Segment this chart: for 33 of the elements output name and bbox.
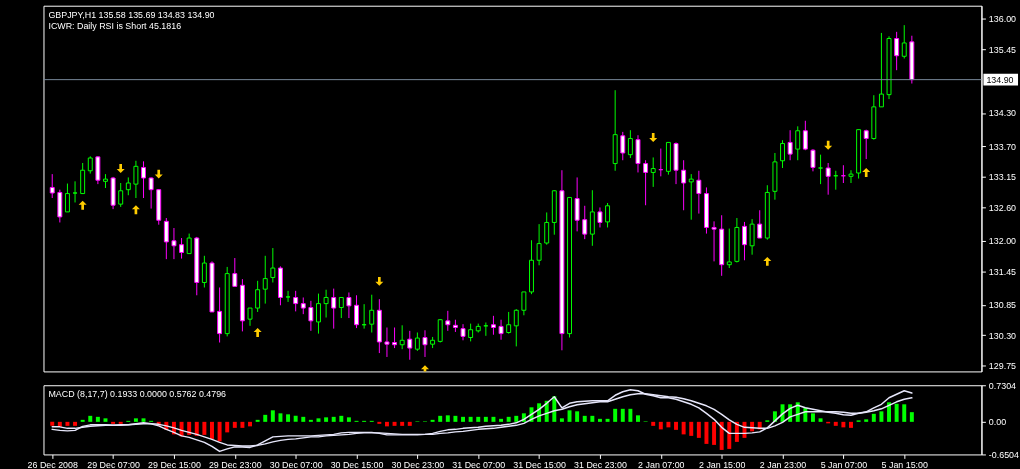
- y-tick-label: 129.75: [988, 361, 1017, 372]
- y-tick-label: 130.85: [988, 300, 1017, 311]
- y-tick-label: 135.45: [988, 44, 1017, 55]
- y-tick-label: 132.60: [988, 202, 1017, 213]
- ref-line-label: 134.90: [986, 74, 1014, 85]
- y-tick-label: 134.30: [988, 108, 1017, 119]
- x-tick-label: 2 Jan 15:00: [698, 459, 746, 469]
- y-tick-label: 130.30: [988, 330, 1017, 341]
- x-tick-label: 30 Dec 15:00: [330, 459, 384, 469]
- x-tick-label: 31 Dec 15:00: [513, 459, 567, 469]
- chart-title: MACD (8,17,7) 0.1933 0.0000 0.5762 0.4796: [48, 389, 227, 400]
- x-tick-label: 31 Dec 07:00: [452, 459, 506, 469]
- x-tick-label: 29 Dec 23:00: [208, 459, 262, 469]
- x-tick-label: 30 Dec 07:00: [269, 459, 323, 469]
- chart-title: GBPJPY,H1 135.58 135.69 134.83 134.90: [48, 9, 215, 20]
- x-tick-label: 30 Dec 23:00: [391, 459, 445, 469]
- x-tick-label: 26 Dec 2008: [27, 459, 78, 469]
- y-tick-label: 0.7304: [988, 380, 1017, 391]
- x-tick-label: 31 Dec 23:00: [574, 459, 627, 469]
- x-tick-label: 29 Dec 07:00: [87, 459, 141, 469]
- x-tick-label: 2 Jan 07:00: [638, 459, 685, 469]
- y-tick-label: 0.00: [988, 417, 1007, 428]
- x-tick-label: 5 Jan 15:00: [881, 459, 928, 469]
- y-tick-label: 131.45: [988, 266, 1017, 277]
- y-tick-label: 133.70: [988, 141, 1017, 152]
- x-tick-label: 2 Jan 23:00: [759, 459, 807, 469]
- text: ICWR: Daily RSI is Short 45.1816: [48, 21, 182, 32]
- y-tick-label: -0.6504: [988, 449, 1020, 460]
- y-tick-label: 133.15: [988, 172, 1017, 183]
- x-tick-label: 5 Jan 07:00: [820, 459, 868, 469]
- y-tick-label: 136.00: [988, 13, 1017, 24]
- y-tick-label: 132.00: [988, 236, 1017, 247]
- x-tick-label: 29 Dec 15:00: [148, 459, 201, 469]
